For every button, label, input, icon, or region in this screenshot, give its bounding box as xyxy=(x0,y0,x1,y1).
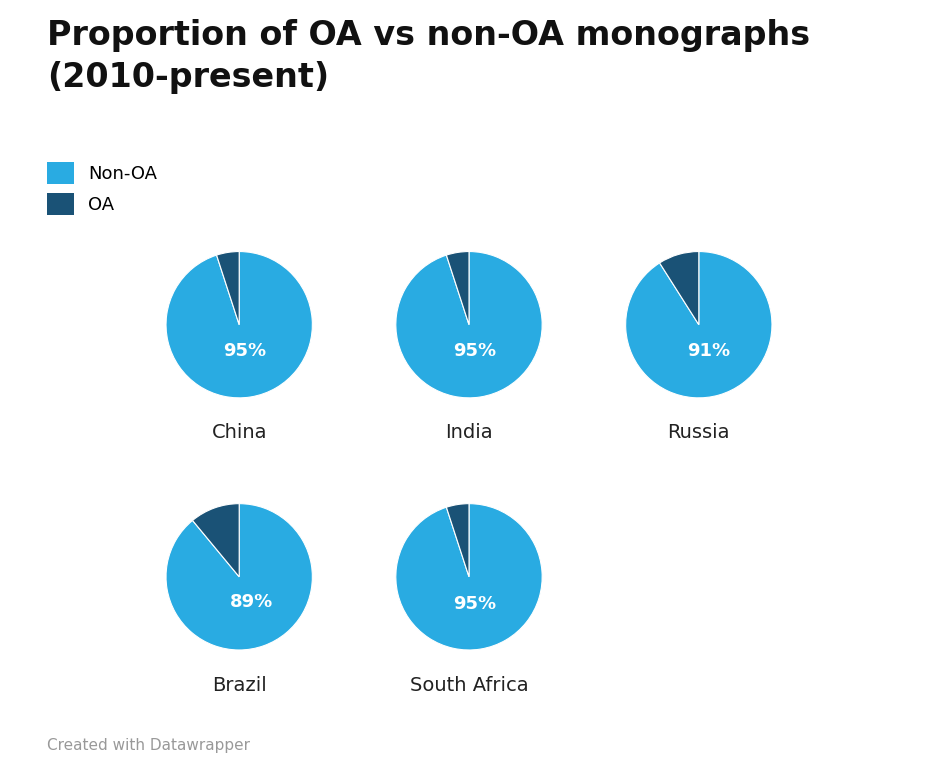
Text: India: India xyxy=(446,423,492,442)
Wedge shape xyxy=(192,503,239,577)
Text: Brazil: Brazil xyxy=(212,675,266,694)
Text: 91%: 91% xyxy=(688,342,731,360)
Wedge shape xyxy=(446,251,469,325)
Wedge shape xyxy=(166,251,312,398)
Text: China: China xyxy=(211,423,267,442)
Text: 95%: 95% xyxy=(453,342,496,361)
Wedge shape xyxy=(396,503,542,650)
Wedge shape xyxy=(396,251,542,398)
Wedge shape xyxy=(446,503,469,577)
Wedge shape xyxy=(217,251,239,325)
Text: (2010-present): (2010-present) xyxy=(47,61,329,94)
Text: 95%: 95% xyxy=(453,594,496,613)
Text: 95%: 95% xyxy=(223,342,266,361)
Wedge shape xyxy=(626,251,772,398)
Legend: Non-OA, OA: Non-OA, OA xyxy=(47,162,157,215)
Text: South Africa: South Africa xyxy=(410,675,528,694)
Text: Created with Datawrapper: Created with Datawrapper xyxy=(47,737,250,753)
Wedge shape xyxy=(166,503,312,650)
Text: Proportion of OA vs non-OA monographs: Proportion of OA vs non-OA monographs xyxy=(47,19,810,52)
Wedge shape xyxy=(659,251,699,325)
Text: Russia: Russia xyxy=(668,423,730,442)
Text: 89%: 89% xyxy=(230,594,273,611)
